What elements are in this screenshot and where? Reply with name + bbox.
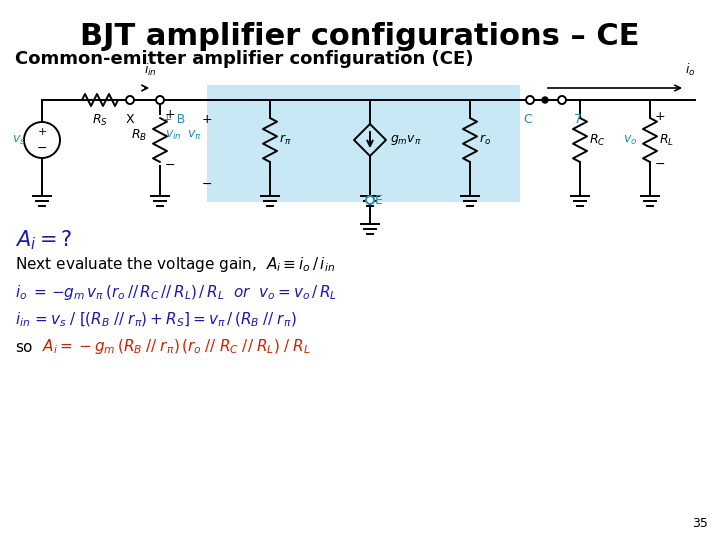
- Text: −: −: [202, 178, 212, 191]
- Circle shape: [126, 96, 134, 104]
- Circle shape: [366, 196, 374, 204]
- Text: 7.: 7.: [574, 113, 586, 126]
- Text: Common-emitter amplifier configuration (CE): Common-emitter amplifier configuration (…: [15, 50, 474, 68]
- Text: BJT amplifier configurations – CE: BJT amplifier configurations – CE: [80, 22, 640, 51]
- Text: $v_\pi$: $v_\pi$: [187, 129, 202, 141]
- Text: $g_m v_\pi$: $g_m v_\pi$: [390, 133, 422, 147]
- Text: $R_L$: $R_L$: [659, 132, 674, 147]
- Text: $A_i = ?$: $A_i = ?$: [15, 228, 72, 252]
- Text: $R_S$: $R_S$: [92, 113, 108, 128]
- Text: −: −: [37, 141, 48, 154]
- Circle shape: [526, 96, 534, 104]
- Text: so: so: [15, 340, 32, 354]
- Text: $i_o$: $i_o$: [685, 62, 696, 78]
- Text: $i_o\,$ = $-g_m\, v_\pi\, (r_o\, //\, R_C\, //\, R_L)\, /\, R_L$  or  $v_o = v_o: $i_o\,$ = $-g_m\, v_\pi\, (r_o\, //\, R_…: [15, 282, 337, 301]
- Text: $v_s$: $v_s$: [12, 133, 26, 146]
- Text: $A_i = -g_m\,(R_B\; //\; r_\pi)\,(r_o\; //\; R_C\; //\; R_L)\; /\; R_L$: $A_i = -g_m\,(R_B\; //\; r_\pi)\,(r_o\; …: [42, 338, 310, 356]
- Text: +: +: [165, 109, 176, 122]
- Text: $R_C$: $R_C$: [589, 132, 606, 147]
- FancyBboxPatch shape: [207, 85, 520, 202]
- Text: $i_{in}$: $i_{in}$: [143, 62, 156, 78]
- Text: $v_o$: $v_o$: [623, 133, 637, 146]
- Text: + B: + B: [162, 113, 185, 126]
- Text: $i_{in}\, = v_s\; /\; [(R_B\; //\; r_\pi) + R_S] = v_\pi\,/\,(R_B\; //\; r_\pi)$: $i_{in}\, = v_s\; /\; [(R_B\; //\; r_\pi…: [15, 311, 297, 329]
- Text: +: +: [37, 127, 47, 137]
- Text: $r_o$: $r_o$: [479, 133, 491, 147]
- Text: −: −: [165, 159, 176, 172]
- Circle shape: [542, 97, 548, 103]
- Circle shape: [156, 96, 164, 104]
- Text: E: E: [375, 194, 383, 207]
- Circle shape: [558, 96, 566, 104]
- Text: Next evaluate the voltage gain,  $A_i \equiv i_o\, /\, i_{in}$: Next evaluate the voltage gain, $A_i \eq…: [15, 254, 335, 273]
- Text: $R_B$: $R_B$: [131, 127, 147, 143]
- Text: −: −: [655, 158, 665, 171]
- Text: +: +: [202, 113, 212, 126]
- Text: X: X: [126, 113, 135, 126]
- Text: +: +: [655, 110, 665, 123]
- Text: C: C: [523, 113, 532, 126]
- Text: $r_\pi$: $r_\pi$: [279, 133, 292, 147]
- Text: $v_{in}$: $v_{in}$: [165, 129, 181, 141]
- Text: 35: 35: [692, 517, 708, 530]
